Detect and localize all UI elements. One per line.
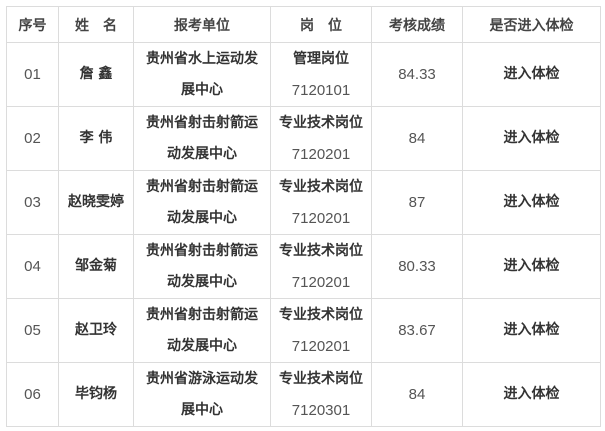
post-name: 专业技术岗位 xyxy=(279,306,363,323)
header-no: 序号 xyxy=(6,6,59,43)
row-score: 83.67 xyxy=(371,298,463,363)
unit-line-1: 贵州省射击射箭运 xyxy=(146,306,258,323)
table-row: 05 赵卫玲 贵州省射击射箭运 动发展中心 专业技术岗位 7120201 83.67… xyxy=(6,298,601,363)
post-name: 专业技术岗位 xyxy=(279,114,363,131)
row-post: 专业技术岗位 7120201 xyxy=(270,170,372,235)
row-name: 詹 鑫 xyxy=(58,42,134,107)
post-code: 7120101 xyxy=(291,81,351,99)
row-unit: 贵州省射击射箭运 动发展中心 xyxy=(133,298,271,363)
row-result: 进入体检 xyxy=(462,298,601,363)
post-name: 专业技术岗位 xyxy=(279,242,363,259)
row-score: 80.33 xyxy=(371,234,463,299)
row-post: 专业技术岗位 7120301 xyxy=(270,362,372,427)
table-row: 01 詹 鑫 贵州省水上运动发 展中心 管理岗位 7120101 84.33 进入体… xyxy=(6,42,601,107)
unit-line-1: 贵州省射击射箭运 xyxy=(146,178,258,195)
row-result: 进入体检 xyxy=(462,42,601,107)
row-result: 进入体检 xyxy=(462,362,601,427)
row-result: 进入体检 xyxy=(462,234,601,299)
unit-line-2: 展中心 xyxy=(181,81,223,98)
row-no: 06 xyxy=(6,362,59,427)
results-table: 序号 姓 名 报考单位 岗 位 考核成绩 是否进入体检 01 詹 鑫 贵州省水上… xyxy=(6,6,601,427)
row-name: 赵晓雯婷 xyxy=(58,170,134,235)
header-score: 考核成绩 xyxy=(371,6,463,43)
row-result: 进入体检 xyxy=(462,170,601,235)
row-unit: 贵州省射击射箭运 动发展中心 xyxy=(133,170,271,235)
row-post: 管理岗位 7120101 xyxy=(270,42,372,107)
post-code: 7120201 xyxy=(291,145,351,163)
unit-line-1: 贵州省射击射箭运 xyxy=(146,114,258,131)
post-name: 专业技术岗位 xyxy=(279,178,363,195)
row-name: 毕钧杨 xyxy=(58,362,134,427)
unit-line-1: 贵州省游泳运动发 xyxy=(146,370,258,387)
row-unit: 贵州省射击射箭运 动发展中心 xyxy=(133,234,271,299)
row-unit: 贵州省射击射箭运 动发展中心 xyxy=(133,106,271,171)
unit-line-2: 动发展中心 xyxy=(167,337,237,354)
row-name: 邹金菊 xyxy=(58,234,134,299)
post-name: 专业技术岗位 xyxy=(279,370,363,387)
row-no: 05 xyxy=(6,298,59,363)
row-name: 李 伟 xyxy=(58,106,134,171)
unit-line-2: 动发展中心 xyxy=(167,273,237,290)
table-row: 04 邹金菊 贵州省射击射箭运 动发展中心 专业技术岗位 7120201 80.33… xyxy=(6,234,601,299)
unit-line-2: 动发展中心 xyxy=(167,209,237,226)
post-name: 管理岗位 xyxy=(293,50,349,67)
post-code: 7120201 xyxy=(291,273,351,291)
row-post: 专业技术岗位 7120201 xyxy=(270,298,372,363)
header-post: 岗 位 xyxy=(270,6,372,43)
row-post: 专业技术岗位 7120201 xyxy=(270,106,372,171)
row-no: 01 xyxy=(6,42,59,107)
unit-line-2: 动发展中心 xyxy=(167,145,237,162)
post-code: 7120201 xyxy=(291,337,351,355)
row-no: 04 xyxy=(6,234,59,299)
row-unit: 贵州省游泳运动发 展中心 xyxy=(133,362,271,427)
header-row: 序号 姓 名 报考单位 岗 位 考核成绩 是否进入体检 xyxy=(6,6,601,43)
unit-line-1: 贵州省射击射箭运 xyxy=(146,242,258,259)
row-score: 84.33 xyxy=(371,42,463,107)
row-score: 84 xyxy=(371,362,463,427)
table-row: 02 李 伟 贵州省射击射箭运 动发展中心 专业技术岗位 7120201 84 进入… xyxy=(6,106,601,171)
table-row: 03 赵晓雯婷 贵州省射击射箭运 动发展中心 专业技术岗位 7120201 87 进… xyxy=(6,170,601,235)
unit-line-2: 展中心 xyxy=(181,401,223,418)
header-unit: 报考单位 xyxy=(133,6,271,43)
header-result: 是否进入体检 xyxy=(462,6,601,43)
row-score: 84 xyxy=(371,106,463,171)
row-unit: 贵州省水上运动发 展中心 xyxy=(133,42,271,107)
post-code: 7120301 xyxy=(291,401,351,419)
row-no: 03 xyxy=(6,170,59,235)
row-name: 赵卫玲 xyxy=(58,298,134,363)
header-name: 姓 名 xyxy=(58,6,134,43)
post-code: 7120201 xyxy=(291,209,351,227)
table-row: 06 毕钧杨 贵州省游泳运动发 展中心 专业技术岗位 7120301 84 进入体检 xyxy=(6,362,601,427)
row-no: 02 xyxy=(6,106,59,171)
unit-line-1: 贵州省水上运动发 xyxy=(146,50,258,67)
row-post: 专业技术岗位 7120201 xyxy=(270,234,372,299)
row-result: 进入体检 xyxy=(462,106,601,171)
row-score: 87 xyxy=(371,170,463,235)
